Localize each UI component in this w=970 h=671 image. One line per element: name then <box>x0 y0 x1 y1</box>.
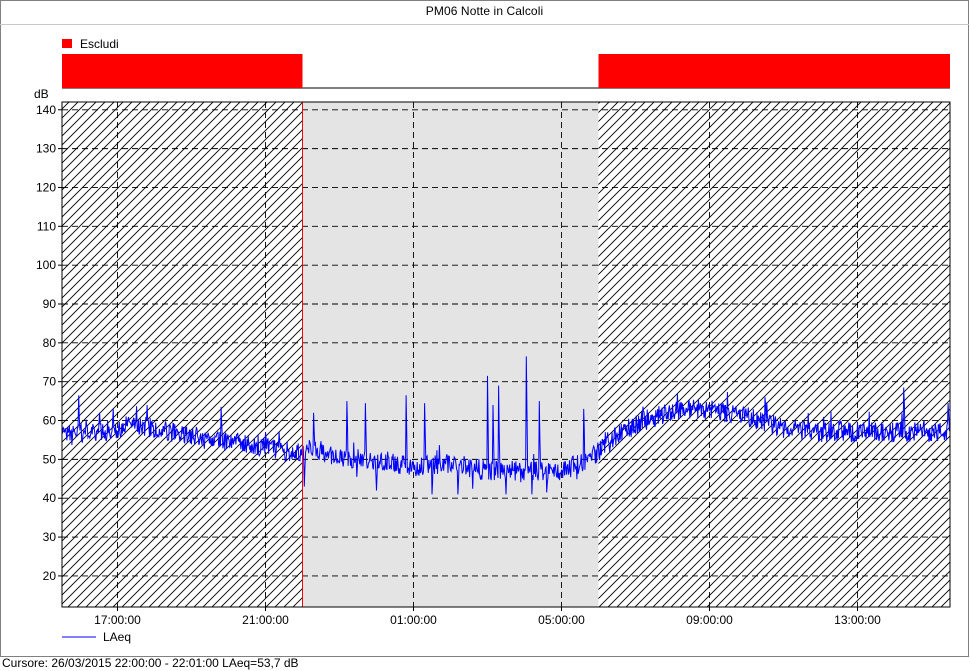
plot-background <box>62 102 950 607</box>
x-tick-label-6: 13:00:00 <box>834 613 881 627</box>
y-tick-label-120: 120 <box>36 180 56 194</box>
title-divider <box>0 24 969 25</box>
x-axis: 17:00:00 21:00:00 01:00:00 05:00:00 09:00:00… <box>94 607 881 627</box>
exclusion-bar-2 <box>598 54 950 88</box>
cursor-readout: Cursore: 26/03/2015 22:00:00 - 22:01:00 … <box>2 656 299 670</box>
exclude-legend-label: Escludi <box>80 37 119 51</box>
plot-frame <box>61 101 951 608</box>
laeq-legend-label: LAeq <box>103 630 131 644</box>
excluded-region-hatch-1 <box>62 102 303 607</box>
y-tick-label-50: 50 <box>43 452 57 466</box>
y-tick-label-140: 140 <box>36 103 56 117</box>
y-tick-label-90: 90 <box>43 297 57 311</box>
y-tick-label-40: 40 <box>43 491 57 505</box>
exclusion-strip[interactable] <box>62 54 950 89</box>
y-axis: 20 30 40 50 60 70 80 90 100 110 120 130 140 <box>36 103 62 583</box>
laeq-chart[interactable]: Escludi dB 20 30 40 50 60 70 80 90 100 110 120 130 1… <box>0 0 970 657</box>
y-tick-label-130: 130 <box>36 142 56 156</box>
chart-window <box>0 0 969 657</box>
x-tick-label-3: 01:00:00 <box>390 613 437 627</box>
gridlines <box>62 102 950 607</box>
y-axis-label: dB <box>34 87 49 101</box>
excluded-region-hatch-2 <box>598 102 950 607</box>
y-tick-label-70: 70 <box>43 375 57 389</box>
y-tick-label-100: 100 <box>36 258 56 272</box>
series-laeq-line <box>62 356 950 495</box>
x-tick-label-2: 21:00:00 <box>242 613 289 627</box>
y-tick-label-80: 80 <box>43 336 57 350</box>
x-tick-label-4: 05:00:00 <box>538 613 585 627</box>
exclude-legend-swatch <box>62 39 72 48</box>
x-tick-label-1: 17:00:00 <box>94 613 141 627</box>
y-tick-label-60: 60 <box>43 414 57 428</box>
chart-title: PM06 Notte in Calcoli <box>425 4 544 18</box>
y-tick-label-30: 30 <box>43 530 57 544</box>
y-tick-label-20: 20 <box>43 569 57 583</box>
exclusion-bar-1 <box>62 54 303 88</box>
x-tick-label-5: 09:00:00 <box>686 613 733 627</box>
y-tick-label-110: 110 <box>37 219 56 233</box>
